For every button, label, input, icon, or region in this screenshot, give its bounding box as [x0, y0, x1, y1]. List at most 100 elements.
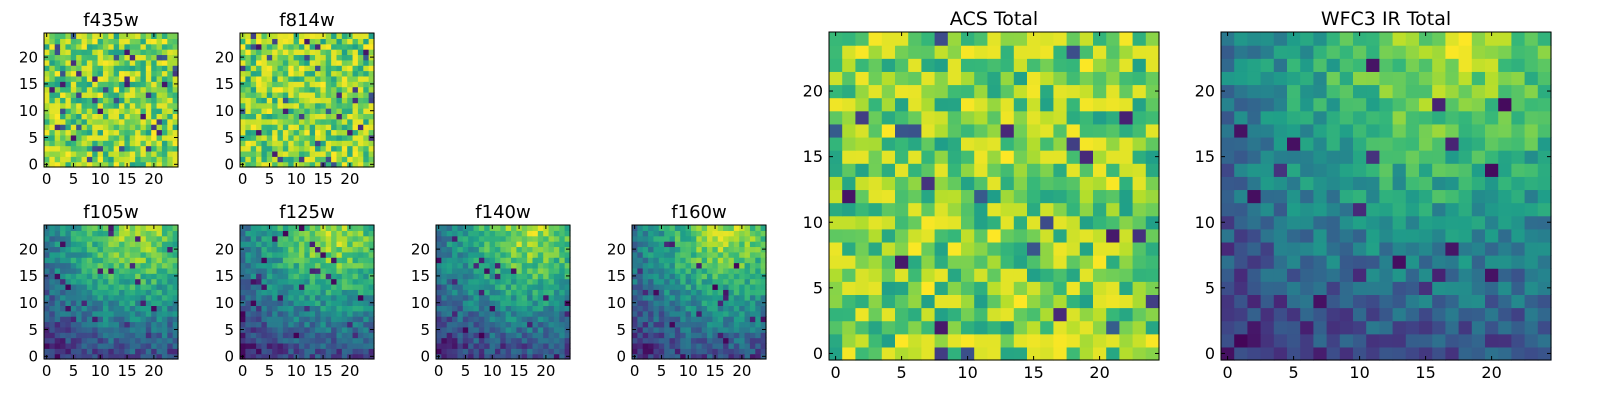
- heatmap-cell: [441, 326, 448, 333]
- heatmap-cell: [92, 81, 99, 88]
- heatmap-cell: [521, 326, 528, 333]
- heatmap-cell: [1287, 294, 1301, 309]
- heatmap-cell: [315, 54, 321, 61]
- heatmap-cell: [135, 124, 142, 131]
- heatmap-cell: [288, 267, 295, 274]
- heatmap-cell: [368, 262, 375, 269]
- heatmap-cell: [1432, 307, 1446, 322]
- heatmap-cell: [1366, 333, 1380, 348]
- heatmap-cell: [1013, 45, 1028, 59]
- heatmap-cell: [696, 310, 703, 317]
- heatmap-cell: [895, 255, 909, 269]
- heatmap-cell: [1392, 281, 1407, 295]
- heatmap-cell: [484, 251, 491, 258]
- heatmap-cell: [564, 321, 571, 328]
- heatmap-cell: [119, 353, 125, 360]
- heatmap-cell: [156, 134, 163, 141]
- heatmap-cell: [961, 268, 975, 282]
- heatmap-cell: [277, 65, 284, 72]
- heatmap-cell: [277, 49, 284, 56]
- heatmap-cell: [1221, 215, 1235, 230]
- heatmap-cell: [723, 257, 730, 264]
- heatmap-cell: [336, 246, 343, 253]
- heatmap-cell: [282, 113, 289, 120]
- heatmap-cell: [145, 118, 152, 125]
- heatmap-cell: [97, 145, 104, 152]
- heatmap-cell: [277, 108, 284, 114]
- heatmap-cell: [261, 86, 268, 93]
- heatmap-cell: [1000, 215, 1015, 230]
- heatmap-cell: [1445, 346, 1460, 361]
- heatmap-cell: [293, 321, 300, 328]
- heatmap-cell: [341, 102, 348, 109]
- heatmap-cell: [357, 273, 364, 280]
- heatmap-cell: [119, 118, 125, 125]
- heatmap-cell: [102, 161, 109, 168]
- heatmap-cell: [293, 49, 300, 56]
- heatmap-cell: [632, 257, 638, 264]
- heatmap-cell: [1524, 346, 1539, 361]
- heatmap-cell: [1234, 176, 1248, 191]
- heatmap-cell: [895, 281, 909, 295]
- heatmap-cell: [341, 49, 348, 56]
- heatmap-cell: [473, 326, 480, 333]
- heatmap-cell: [1234, 228, 1248, 243]
- heatmap-cell: [298, 38, 305, 45]
- heatmap-cell: [1079, 307, 1094, 322]
- y-tick-label: 5: [28, 129, 38, 147]
- heatmap-cell: [446, 321, 453, 328]
- heatmap-cell: [298, 262, 305, 269]
- heatmap-cell: [974, 150, 988, 164]
- heatmap-cell: [256, 65, 263, 72]
- heatmap-cell: [167, 70, 174, 77]
- heatmap-cell: [974, 189, 988, 204]
- heatmap-cell: [842, 255, 856, 269]
- heatmap-cell: [347, 241, 354, 248]
- heatmap-cell: [1013, 71, 1028, 86]
- heatmap-cell: [1445, 176, 1460, 191]
- heatmap-cell: [140, 267, 147, 274]
- heatmap-cell: [49, 81, 56, 88]
- heatmap-cell: [478, 300, 485, 306]
- heatmap-cell: [357, 97, 364, 104]
- heatmap-cell: [1511, 307, 1526, 322]
- heatmap-cell: [97, 241, 104, 248]
- heatmap-cell: [537, 251, 544, 258]
- heatmap-cell: [129, 283, 136, 290]
- heatmap-cell: [441, 316, 448, 323]
- heatmap-cell: [331, 257, 338, 264]
- heatmap-cell: [457, 251, 464, 258]
- heatmap-cell: [553, 305, 560, 312]
- heatmap-cell: [500, 283, 507, 290]
- heatmap-cell: [707, 342, 713, 349]
- heatmap-cell: [167, 316, 174, 323]
- heatmap-cell: [102, 342, 109, 349]
- heatmap-cell: [304, 134, 311, 141]
- heatmap-cell: [1498, 307, 1512, 322]
- heatmap-cell: [680, 246, 687, 253]
- heatmap-cell: [1419, 163, 1433, 177]
- heatmap-cell: [304, 267, 311, 274]
- heatmap-cell: [868, 215, 883, 230]
- heatmap-cell: [240, 348, 246, 355]
- heatmap-cell: [1145, 255, 1160, 269]
- heatmap-cell: [341, 251, 348, 258]
- heatmap-cell: [511, 251, 517, 258]
- heatmap-cell: [974, 255, 988, 269]
- heatmap-cell: [261, 337, 268, 344]
- heatmap-cell: [113, 33, 120, 39]
- heatmap-cell: [559, 230, 566, 237]
- heatmap-cell: [494, 251, 501, 258]
- heatmap-cell: [1027, 84, 1041, 99]
- heatmap-cell: [298, 145, 305, 152]
- heatmap-cell: [696, 305, 703, 312]
- heatmap-cell: [548, 310, 555, 317]
- heatmap-cell: [1366, 215, 1380, 230]
- heatmap-cell: [76, 70, 83, 77]
- heatmap-cell: [680, 332, 687, 339]
- heatmap-cell: [352, 326, 359, 333]
- heatmap-cell: [293, 257, 300, 264]
- heatmap-cell: [108, 124, 115, 131]
